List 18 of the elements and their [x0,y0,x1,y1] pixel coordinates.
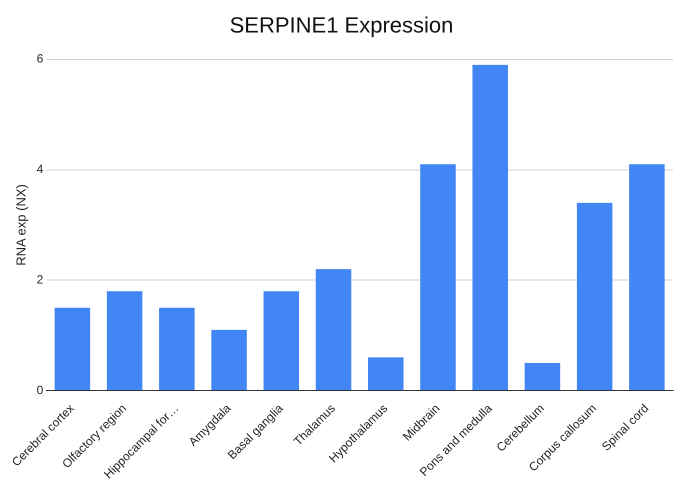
bar [576,202,612,390]
bar [524,362,560,390]
y-tick-label: 6 [36,52,44,66]
bar [629,164,665,390]
y-tick-label: 4 [36,162,44,176]
y-axis-title: RNA exp (NX) [13,184,28,266]
bar [472,64,508,390]
y-tick-label: 2 [36,272,44,286]
bar [368,357,404,390]
bar [159,308,195,390]
bar [106,291,142,390]
bar [420,164,456,390]
chart-title: SERPINE1 Expression [230,12,454,38]
y-tick-label: 0 [36,382,44,397]
bar [211,330,247,390]
bar [54,308,90,390]
bar [264,291,300,390]
bar [316,269,352,390]
